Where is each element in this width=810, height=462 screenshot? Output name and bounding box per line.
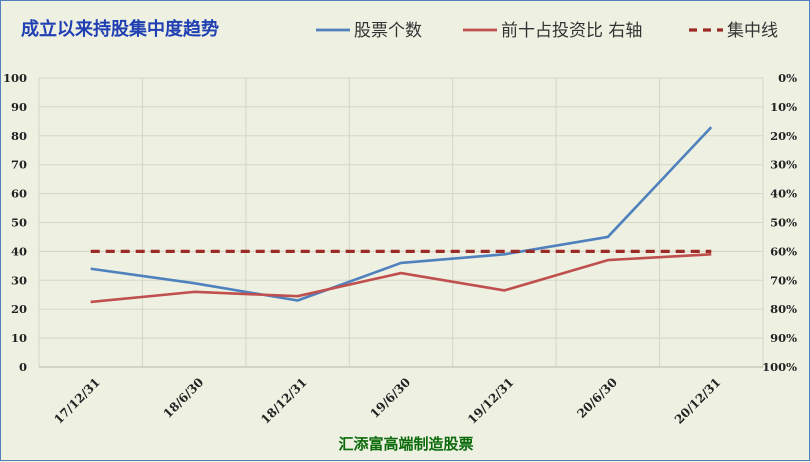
- legend-label: 前十占投资比 右轴: [501, 21, 642, 41]
- y-right-tick-label: 50%: [770, 216, 797, 230]
- y-right-tick-label: 70%: [770, 273, 797, 287]
- y-left-tick-label: 70: [11, 158, 27, 172]
- chart-title: 成立以来持股集中度趋势: [21, 18, 219, 40]
- x-tick-label: 19/6/30: [368, 375, 414, 421]
- y-left-tick-label: 30: [11, 273, 27, 287]
- y-right-tick-label: 60%: [770, 244, 797, 258]
- y-right-tick-label: 40%: [770, 187, 797, 201]
- x-tick-label: 19/12/31: [465, 375, 517, 427]
- y-right-tick-label: 30%: [770, 158, 797, 172]
- axes: 0 10 20 30 40 50 60 70 80 90 100 0% 10% 20% 30% 40% 50% 6…: [3, 71, 797, 427]
- legend: 股票个数 前十占投资比 右轴 集中线: [316, 21, 778, 41]
- y-left-tick-label: 20: [11, 302, 27, 316]
- y-right-tick-label: 0%: [778, 71, 797, 85]
- chart-footer: 汇添富高端制造股票: [338, 435, 473, 453]
- series-line-1: [90, 126, 713, 302]
- x-tick-label: 18/6/30: [161, 375, 207, 421]
- y-left-tick-label: 60: [11, 187, 27, 201]
- x-tick-label: 20/12/31: [672, 375, 724, 427]
- y-left-tick-label: 80: [11, 129, 27, 143]
- x-tick-label: 18/12/31: [258, 375, 310, 427]
- y-right-tick-label: 80%: [770, 302, 797, 316]
- x-tick-label: 17/12/31: [51, 375, 103, 427]
- y-left-tick-label: 100: [3, 71, 27, 85]
- y-left-tick-label: 40: [11, 244, 27, 258]
- y-right-tick-label: 10%: [770, 100, 797, 114]
- series-line-2: [90, 252, 712, 304]
- y-left-tick-label: 0: [19, 360, 27, 374]
- series-lines: [90, 126, 713, 304]
- y-right-tick-label: 90%: [770, 331, 797, 345]
- grid-lines: [38, 77, 764, 368]
- x-tick-label: 20/6/30: [574, 375, 620, 421]
- legend-label: 股票个数: [354, 21, 422, 41]
- legend-label: 集中线: [727, 21, 778, 41]
- y-left-tick-label: 90: [11, 100, 27, 114]
- y-right-tick-label: 100%: [762, 360, 797, 374]
- y-right-tick-label: 20%: [770, 129, 797, 143]
- y-left-tick-label: 50: [11, 216, 27, 230]
- y-left-tick-label: 10: [11, 331, 27, 345]
